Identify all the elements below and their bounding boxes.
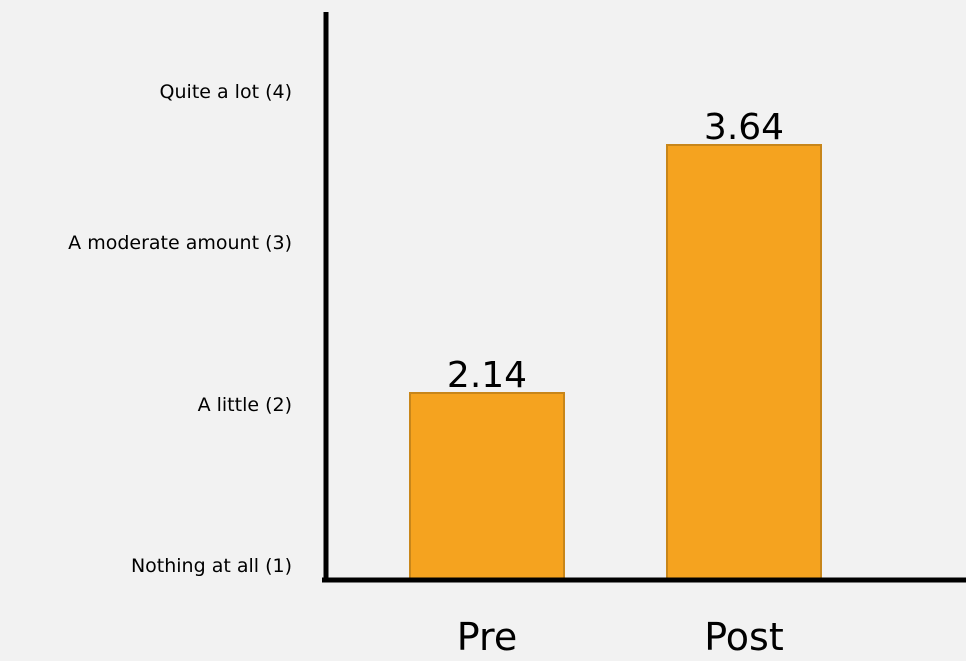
y-tick-label: Nothing at all (1): [131, 555, 292, 577]
x-tick-label-pre: Pre: [457, 615, 517, 659]
x-axis-ticks: Pre Post: [457, 615, 784, 659]
bar-pre: [409, 392, 565, 581]
data-labels: 2.14 3.64: [447, 107, 784, 396]
chart-marks: [409, 144, 822, 581]
y-tick-label: A moderate amount (3): [68, 232, 292, 254]
data-label-post: 3.64: [704, 107, 784, 148]
y-axis-ticks: Nothing at all (1) A little (2) A moderate…: [68, 81, 292, 577]
data-label-pre: 2.14: [447, 355, 527, 396]
x-tick-label-post: Post: [704, 615, 784, 659]
y-tick-label: A little (2): [198, 394, 292, 416]
y-tick-label: Quite a lot (4): [160, 81, 292, 103]
bar-post: [666, 144, 822, 581]
